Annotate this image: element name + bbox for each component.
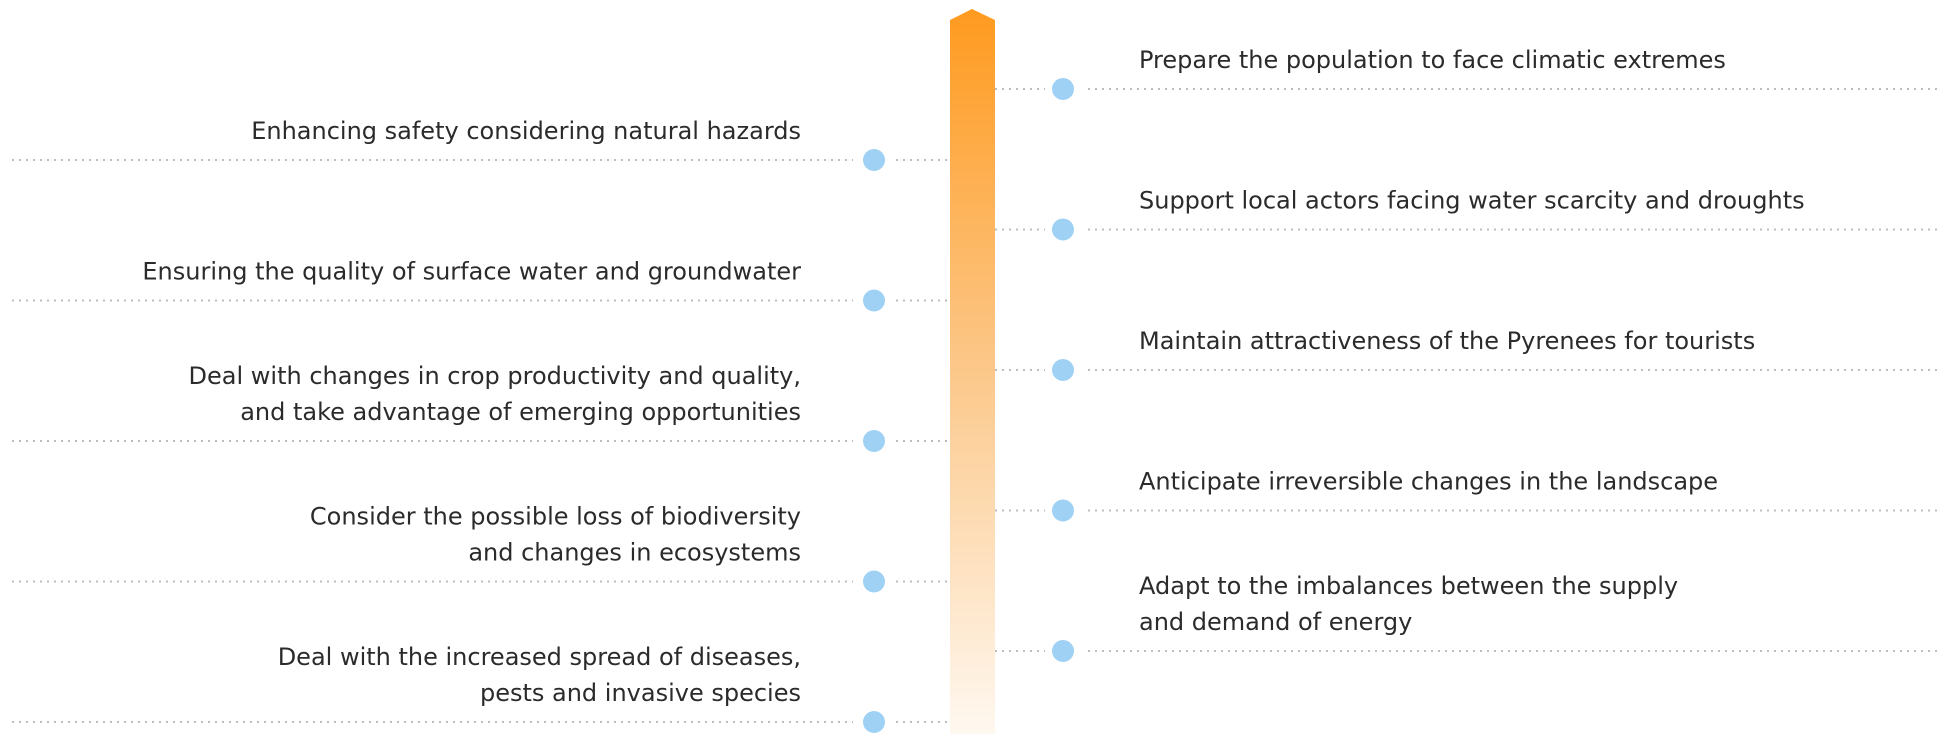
item-label: Prepare the population to face climatic …	[1139, 46, 1726, 74]
dot	[863, 711, 885, 733]
item-label: Ensuring the quality of surface water an…	[142, 258, 801, 286]
item-label: Maintain attractiveness of the Pyrenees …	[1139, 327, 1755, 355]
dot	[1052, 78, 1074, 100]
item-label: Enhancing safety considering natural haz…	[251, 117, 801, 145]
dot	[1052, 359, 1074, 381]
dot	[863, 430, 885, 452]
item-label: Adapt to the imbalances between the supp…	[1139, 572, 1678, 600]
dot	[863, 149, 885, 171]
item-label: and take advantage of emerging opportuni…	[240, 398, 801, 426]
item-label: Anticipate irreversible changes in the l…	[1139, 468, 1718, 496]
item-label: Deal with changes in crop productivity a…	[189, 362, 801, 390]
items: Enhancing safety considering natural haz…	[12, 46, 1939, 733]
item-label: pests and invasive species	[480, 679, 801, 707]
item-label: Deal with the increased spread of diseas…	[278, 643, 801, 671]
dot	[1052, 218, 1074, 241]
dot	[863, 570, 885, 593]
dot	[863, 289, 885, 312]
item-label: Support local actors facing water scarci…	[1139, 187, 1805, 215]
timeline-bar	[950, 9, 995, 734]
dot	[1052, 640, 1074, 662]
dot	[1052, 499, 1074, 522]
item-label: and changes in ecosystems	[468, 539, 801, 567]
item-label: Consider the possible loss of biodiversi…	[310, 503, 801, 531]
item-label: and demand of energy	[1139, 608, 1412, 636]
